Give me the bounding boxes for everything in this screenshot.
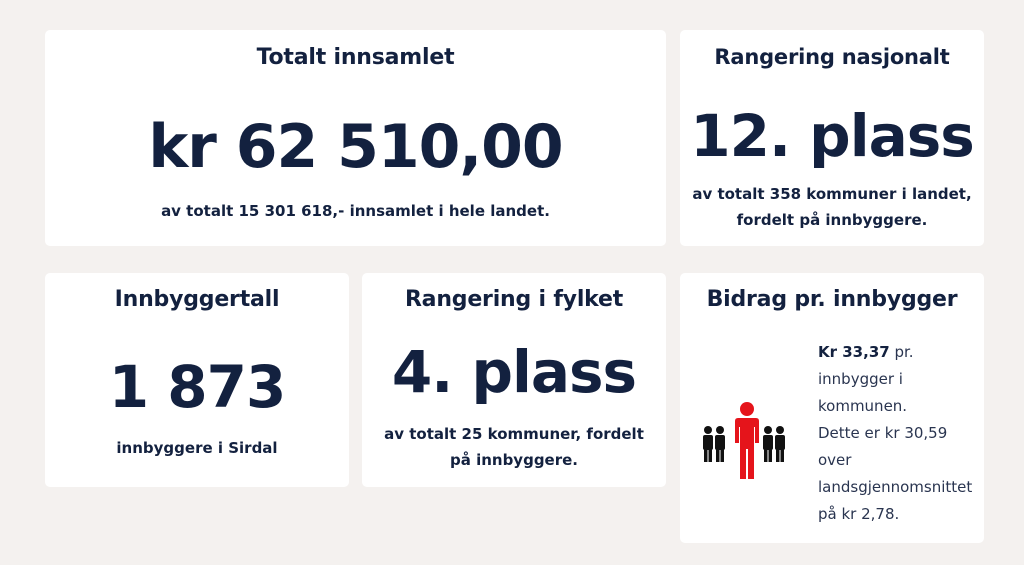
county-rank-note: av totalt 25 kommuner, fordelt på innbyg…	[384, 425, 644, 469]
per-capita-text1: pr. innbygger i kommunen.	[818, 343, 914, 415]
per-capita-amount: Kr 33,37	[818, 343, 890, 361]
total-collected-title: Totalt innsamlet	[256, 45, 455, 70]
population-note: innbyggere i Sirdal	[116, 439, 278, 457]
total-collected-value: kr 62 510,00	[148, 112, 563, 182]
per-capita-text: Kr 33,37 pr. innbygger i kommunen. Dette…	[818, 339, 983, 528]
per-capita-text2: Dette er kr 30,59 over landsgjennomsnitt…	[818, 424, 973, 523]
population-title: Innbyggertall	[114, 287, 280, 312]
population-value: 1 873	[108, 353, 287, 421]
population-card: Innbyggertall 1 873 innbyggere i Sirdal	[45, 273, 349, 487]
national-rank-title: Rangering nasjonalt	[714, 45, 950, 69]
national-rank-card: Rangering nasjonalt 12. plass av totalt …	[680, 30, 984, 246]
county-rank-value: 4. plass	[391, 338, 637, 406]
total-collected-note: av totalt 15 301 618,- innsamlet i hele …	[161, 202, 550, 220]
per-capita-card: Bidrag pr. innbygger	[680, 273, 984, 543]
people-highlight-icon	[703, 402, 785, 479]
county-rank-card: Rangering i fylket 4. plass av totalt 25…	[362, 273, 666, 487]
national-rank-value: 12. plass	[690, 102, 975, 170]
per-capita-title: Bidrag pr. innbygger	[706, 287, 958, 312]
national-rank-note: av totalt 358 kommuner i landet, fordelt…	[692, 185, 972, 229]
county-rank-title: Rangering i fylket	[404, 287, 624, 312]
total-collected-card: Totalt innsamlet kr 62 510,00 av totalt …	[45, 30, 666, 246]
